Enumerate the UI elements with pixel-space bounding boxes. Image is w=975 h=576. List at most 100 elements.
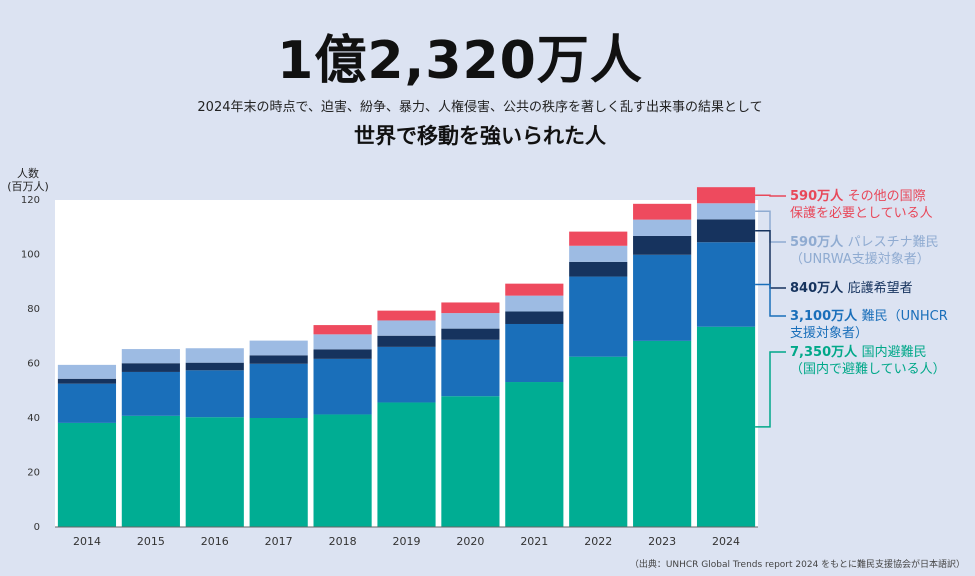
annotation-label-line2: （UNRWA支援対象者） — [790, 252, 930, 267]
bar-segment-2021-2 — [505, 311, 564, 324]
x-tick-label: 2021 — [520, 535, 548, 548]
bar-segment-2018-2 — [313, 349, 372, 359]
annotation-connector — [755, 210, 786, 243]
bar-segment-2021-1 — [505, 323, 564, 383]
y-tick-label: 0 — [34, 522, 40, 533]
bar-segment-2020-3 — [441, 313, 500, 329]
x-tick-label: 2015 — [137, 535, 165, 548]
annotation-connector — [755, 194, 786, 197]
bar-segment-2023-1 — [633, 254, 692, 341]
bar-segment-2024-3 — [696, 203, 756, 220]
annotation-label-line2: 保護を必要としている人 — [790, 205, 933, 221]
bar-segment-2022-4 — [569, 231, 628, 246]
bar-segment-2022-3 — [569, 245, 628, 262]
bar-segment-2014-1 — [57, 383, 117, 423]
bar-segment-2015-1 — [121, 371, 180, 416]
bar-segment-2014-0 — [57, 422, 117, 527]
annotation-label: 590万人 パレスチナ難民 — [790, 234, 939, 250]
annotation-text: パレスチナ難民 — [848, 235, 939, 250]
bar-segment-2015-0 — [121, 415, 180, 527]
bar-segment-2020-0 — [441, 396, 500, 527]
bar-segment-2021-3 — [505, 295, 564, 312]
annotation-text: 庇護希望者 — [848, 280, 913, 296]
chart-title: 世界で移動を強いられた人 — [354, 124, 606, 148]
y-axis-label: 人数 — [17, 167, 39, 180]
bar-segment-2019-0 — [377, 402, 436, 527]
bar-segment-2021-0 — [505, 382, 564, 527]
annotation-connector — [755, 351, 786, 428]
y-tick-label: 80 — [27, 304, 40, 315]
annotation-amount: 840万人 — [790, 280, 848, 296]
bar-segment-2016-0 — [185, 417, 244, 527]
annotation-label-line2: （国内で避難している人） — [790, 361, 946, 377]
x-tick-label: 2020 — [456, 535, 484, 548]
bar-segment-2019-1 — [377, 346, 436, 403]
bar-segment-2020-4 — [441, 302, 500, 314]
annotation-connector — [755, 283, 786, 317]
bar-segment-2018-3 — [313, 334, 372, 350]
bar-segment-2023-4 — [633, 203, 692, 220]
bar-segment-2016-1 — [185, 370, 244, 418]
subtitle: 2024年末の時点で、迫害、紛争、暴力、人権侵害、公共の秩序を著しく乱す出来事の… — [197, 100, 763, 115]
annotation-text: 難民（UNHCR — [862, 309, 948, 324]
bar-segment-2017-3 — [249, 340, 308, 356]
x-tick-label: 2018 — [329, 535, 357, 548]
annotation-label-line2: 支援対象者） — [790, 326, 868, 341]
source-note: （出典：UNHCR Global Trends report 2024 をもとに… — [629, 560, 965, 570]
bar-segment-2020-1 — [441, 339, 500, 397]
bar-segment-2023-2 — [633, 235, 692, 255]
annotation-label: 7,350万人 国内避難民 — [790, 344, 927, 360]
bar-segment-2023-0 — [633, 340, 692, 527]
y-tick-label: 120 — [21, 195, 40, 206]
bar-segment-2021-4 — [505, 283, 564, 296]
x-tick-label: 2022 — [584, 535, 612, 548]
bar-segment-2017-1 — [249, 363, 308, 418]
x-tick-label: 2016 — [201, 535, 229, 548]
bar-segment-2022-2 — [569, 261, 628, 277]
bar-segment-2017-0 — [249, 418, 308, 527]
y-tick-label: 60 — [27, 359, 40, 370]
bar-segment-2016-2 — [185, 362, 244, 371]
y-tick-label: 20 — [27, 468, 40, 479]
bar-segment-2016-3 — [185, 348, 244, 363]
annotation-connector — [755, 230, 786, 289]
bar-segment-2018-4 — [313, 325, 372, 335]
bar-segment-2024-1 — [696, 242, 756, 327]
bar-segment-2019-3 — [377, 320, 436, 336]
y-tick-label: 100 — [21, 250, 40, 261]
bar-segment-2023-3 — [633, 219, 692, 236]
annotation-label: 3,100万人 難民（UNHCR — [790, 308, 948, 324]
bar-segment-2014-2 — [57, 378, 117, 384]
annotation-amount: 590万人 — [790, 188, 848, 204]
annotation-text: その他の国際 — [848, 189, 926, 204]
bar-segment-2019-4 — [377, 310, 436, 321]
annotation-amount: 590万人 — [790, 234, 848, 250]
bar-segment-2018-1 — [313, 358, 372, 415]
bar-segment-2017-2 — [249, 355, 308, 364]
headline-total: 1億2,320万人 — [277, 31, 643, 91]
bar-segment-2015-2 — [121, 363, 180, 372]
annotation-label: 590万人 その他の国際 — [790, 188, 926, 204]
x-tick-label: 2017 — [265, 535, 293, 548]
bar-segment-2015-3 — [121, 349, 180, 364]
y-tick-label: 40 — [27, 413, 40, 424]
bar-segment-2024-0 — [696, 326, 756, 527]
bar-segment-2024-4 — [696, 187, 756, 204]
bar-segment-2024-2 — [696, 219, 756, 243]
annotation-amount: 7,350万人 — [790, 344, 862, 360]
annotation-text: 国内避難民 — [862, 344, 927, 360]
bar-segment-2020-2 — [441, 328, 500, 340]
x-tick-label: 2024 — [712, 535, 740, 548]
bar-segment-2022-1 — [569, 276, 628, 357]
x-tick-label: 2019 — [393, 535, 421, 548]
bar-segment-2019-2 — [377, 335, 436, 347]
annotation-label: 840万人 庇護希望者 — [790, 280, 913, 296]
x-tick-label: 2014 — [73, 535, 101, 548]
x-tick-label: 2023 — [648, 535, 676, 548]
bar-segment-2018-0 — [313, 414, 372, 527]
bar-segment-2022-0 — [569, 356, 628, 527]
y-axis-label: (百万人) — [7, 180, 49, 193]
bar-segment-2014-3 — [57, 364, 117, 379]
annotation-amount: 3,100万人 — [790, 308, 862, 324]
